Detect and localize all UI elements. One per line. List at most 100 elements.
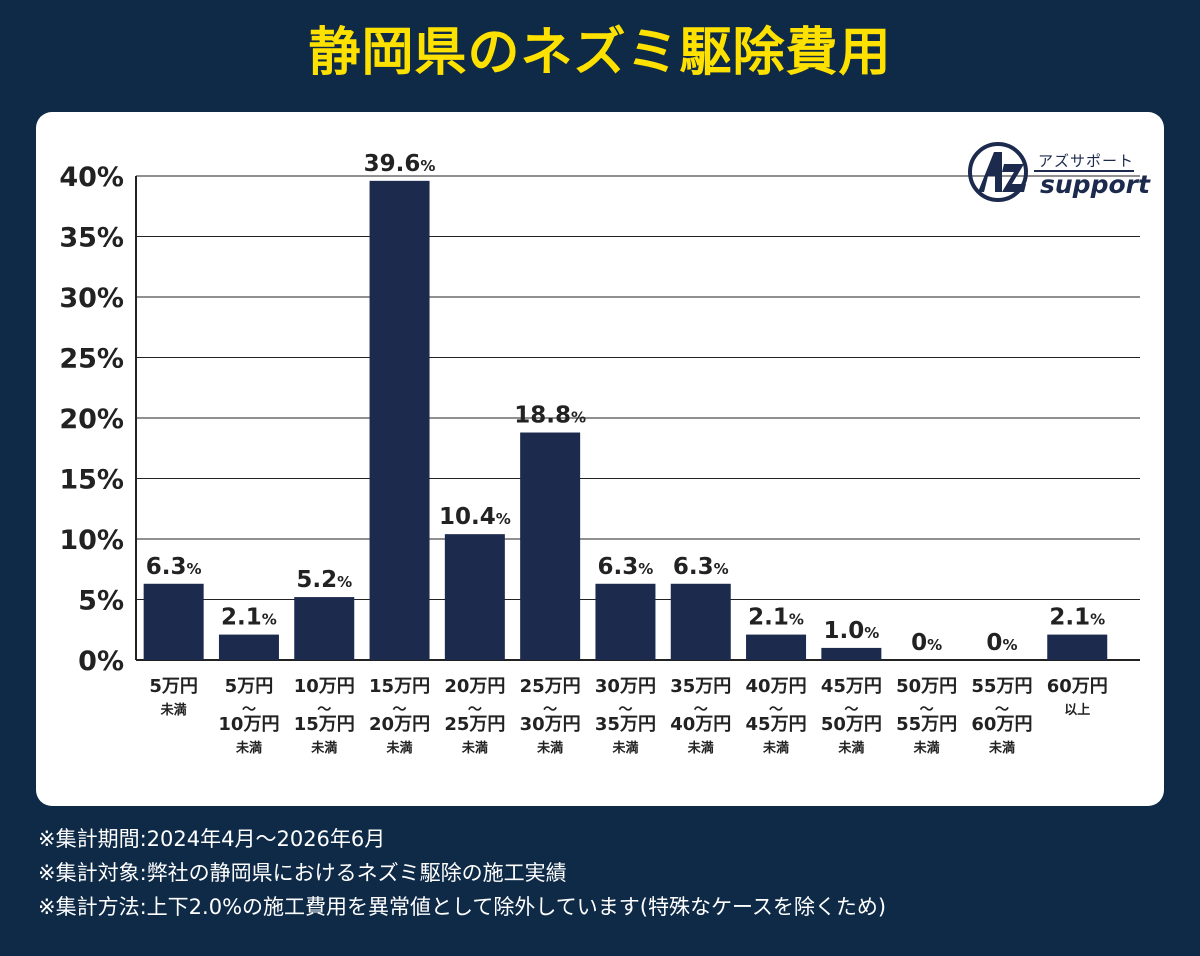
value-label: 0% <box>986 630 1017 656</box>
bar <box>520 432 581 660</box>
y-tick-label: 20% <box>59 404 124 435</box>
category-label: 10万円 <box>218 714 279 735</box>
value-unit: % <box>337 573 352 591</box>
category-label: 25万円 <box>520 676 581 697</box>
y-tick-label: 0% <box>78 646 124 677</box>
category-label: 未満 <box>235 740 262 756</box>
category-label: 〜 <box>317 702 331 718</box>
bar <box>218 634 279 660</box>
category-label: 35万円 <box>595 714 656 735</box>
value-unit: % <box>927 636 942 654</box>
value-unit: % <box>571 409 586 427</box>
note-target: ※集計対象:弊社の静岡県におけるネズミ駆除の施工実績 <box>38 861 567 885</box>
y-tick-label: 15% <box>59 465 124 496</box>
category-label: 40万円 <box>746 676 807 697</box>
bar <box>369 180 430 660</box>
category-label: 50万円 <box>821 714 882 735</box>
value-unit: % <box>420 157 435 175</box>
category-label: 未満 <box>611 740 638 756</box>
value-unit: % <box>1090 611 1105 629</box>
category-label: 未満 <box>386 740 413 756</box>
value-unit: % <box>864 624 879 642</box>
az-logo-icon <box>968 142 1028 202</box>
notes: ※集計期間:2024年4月〜2026年6月 ※集計対象:弊社の静岡県におけるネズ… <box>38 822 1168 924</box>
category-label: 30万円 <box>520 714 581 735</box>
value-label: 10.4% <box>439 504 511 530</box>
category-label: 〜 <box>995 702 1009 718</box>
y-tick-label: 5% <box>78 586 124 617</box>
category-label: 〜 <box>844 702 858 718</box>
value-label: 18.8% <box>514 403 586 429</box>
value-unit: % <box>1002 636 1017 654</box>
category-label: 5万円 <box>149 676 198 697</box>
bar <box>294 597 355 660</box>
value-label: 2.1% <box>221 605 277 631</box>
category-label: 40万円 <box>670 714 731 735</box>
category-label: 45万円 <box>746 714 807 735</box>
bar <box>670 583 731 660</box>
value-label: 1.0% <box>823 618 879 644</box>
value-label: 39.6% <box>364 151 436 177</box>
chart-card: 0% 5% 10% 15% 20% 25% 30% 35% 40% 6.3% 5万円未満 2.1% 5万… <box>36 112 1164 806</box>
category-label: 〜 <box>618 702 632 718</box>
value-unit: % <box>638 560 653 578</box>
value-unit: % <box>496 510 511 528</box>
category-label: 55万円 <box>896 714 957 735</box>
value-unit: % <box>789 611 804 629</box>
note-period: ※集計期間:2024年4月〜2026年6月 <box>38 827 386 851</box>
bar <box>444 534 505 660</box>
category-label: 以上 <box>1064 703 1090 718</box>
category-label: 未満 <box>988 740 1015 756</box>
bar <box>595 583 656 660</box>
category-label: 未満 <box>837 740 864 756</box>
value-unit: % <box>262 611 277 629</box>
category-label: 未満 <box>461 740 488 756</box>
logo-japanese-text: アズサポート <box>1038 152 1135 170</box>
value-label: 0% <box>911 630 942 656</box>
value-label: 5.2% <box>296 567 352 593</box>
y-tick-label: 25% <box>59 344 124 375</box>
value-label: 2.1% <box>748 605 804 631</box>
value-label: 6.3% <box>673 554 729 580</box>
category-label: 未満 <box>913 740 940 756</box>
category-label: 〜 <box>393 702 407 718</box>
bar <box>821 647 882 660</box>
chart-title: 静岡県のネズミ駆除費用 <box>308 23 892 83</box>
company-logo: アズサポート support <box>968 140 1150 210</box>
category-label: 30万円 <box>595 676 656 697</box>
category-label: 15万円 <box>369 676 430 697</box>
bar <box>746 634 807 660</box>
category-label: 未満 <box>687 740 714 756</box>
category-label: 〜 <box>694 702 708 718</box>
category-label: 50万円 <box>896 676 957 697</box>
note-method: ※集計方法:上下2.0%の施工費用を異常値として除外しています(特殊なケースを除… <box>38 895 887 919</box>
category-label: 〜 <box>242 702 256 718</box>
category-label: 20万円 <box>369 714 430 735</box>
category-label: 未満 <box>160 702 187 718</box>
y-tick-label: 10% <box>59 525 124 556</box>
category-label: 未満 <box>762 740 789 756</box>
category-label: 35万円 <box>670 676 731 697</box>
category-label: 〜 <box>920 702 934 718</box>
category-label: 5万円 <box>225 676 274 697</box>
category-label: 〜 <box>543 702 557 718</box>
value-label: 6.3% <box>598 554 654 580</box>
value-label: 6.3% <box>146 554 202 580</box>
category-label: 〜 <box>468 702 482 718</box>
category-label: 10万円 <box>294 676 355 697</box>
y-tick-label: 30% <box>59 283 124 314</box>
bar <box>1047 634 1108 660</box>
category-label: 60万円 <box>1047 676 1108 697</box>
y-tick-label: 35% <box>59 223 124 254</box>
y-tick-label: 40% <box>59 162 124 193</box>
category-label: 未満 <box>310 740 337 756</box>
category-label: 15万円 <box>294 714 355 735</box>
value-label: 2.1% <box>1049 605 1105 631</box>
logo-english-text: support <box>1040 170 1150 199</box>
value-unit: % <box>187 560 202 578</box>
category-label: 〜 <box>769 702 783 718</box>
category-label: 20万円 <box>444 676 505 697</box>
category-label: 未満 <box>536 740 563 756</box>
value-unit: % <box>714 560 729 578</box>
